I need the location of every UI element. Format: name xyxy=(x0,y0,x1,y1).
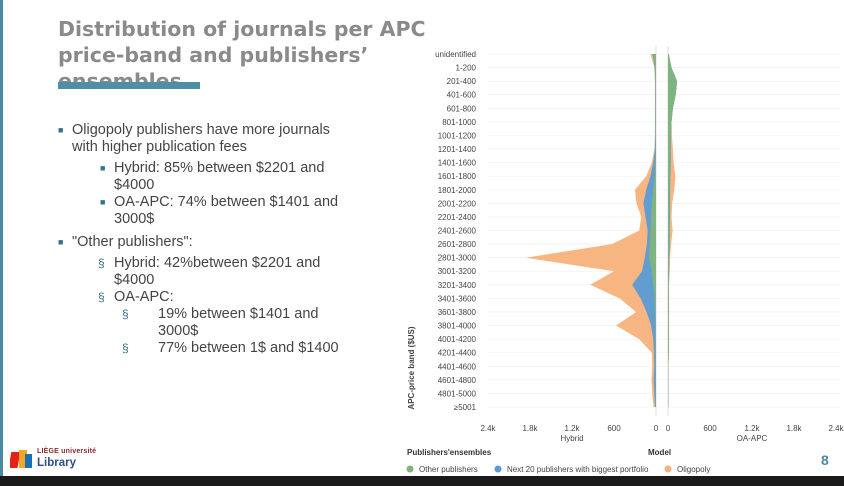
logo-university-text: LIÈGE université xyxy=(37,448,97,455)
legend-label-other: Other publishers xyxy=(419,465,478,474)
legend-label-oligopoly: Oligopoly xyxy=(677,465,710,474)
slide-title: Distribution of journals per APC price-b… xyxy=(58,17,426,93)
hybrid-area-other xyxy=(649,54,656,407)
x-tick-label: 2.4k xyxy=(828,424,844,433)
section-bullet-icon: § xyxy=(122,307,129,321)
legend-marker-oligopoly xyxy=(664,465,672,473)
model-label: Model xyxy=(648,448,671,457)
bullet-subitem: ■ Hybrid: 85% between $2201 and $4000 xyxy=(58,160,358,194)
y-tick-label: 3001-3200 xyxy=(438,267,477,276)
y-axis-label: APC-price band ($US) xyxy=(407,326,416,409)
bullet-subitem: § OA-APC: xyxy=(58,289,358,306)
y-tick-label: 201-400 xyxy=(447,77,477,86)
y-tick-label: 2801-3000 xyxy=(438,254,477,263)
bullet-subitem: § Hybrid: 42%between $2201 and $4000 xyxy=(58,255,358,289)
x-tick-label: 0 xyxy=(654,424,659,433)
logo-library-text: Library xyxy=(37,457,76,469)
bullet-subsubitem: § 77% between 1$ and $1400 xyxy=(58,340,358,357)
y-tick-label: 2001-2200 xyxy=(438,199,477,208)
y-tick-label: 1801-2000 xyxy=(438,186,477,195)
square-bullet-icon: ■ xyxy=(100,163,106,173)
legend-label-next20: Next 20 publishers with biggest portfoli… xyxy=(507,465,649,474)
y-tick-label: 4601-4800 xyxy=(438,376,477,385)
x-tick-label: 1.2k xyxy=(564,424,580,433)
y-tick-label: 1601-1800 xyxy=(438,172,477,181)
oa-area-other xyxy=(668,54,678,407)
bullet-text: OA-APC: xyxy=(114,289,174,305)
y-tick-label: ≥5001 xyxy=(454,403,477,412)
square-bullet-icon: ■ xyxy=(100,197,106,207)
y-tick-label: 3401-3600 xyxy=(438,294,477,303)
y-tick-label: 3201-3400 xyxy=(438,281,477,290)
x-tick-label: 600 xyxy=(703,424,717,433)
hybrid-panel-label: Hybrid xyxy=(560,434,583,443)
y-tick-label: 3801-4000 xyxy=(438,322,477,331)
legend-marker-next20 xyxy=(494,465,502,473)
y-tick-label: 4401-4600 xyxy=(438,362,477,371)
university-logo: LIÈGE université Library xyxy=(10,446,130,474)
bullet-item: ■ Oligopoly publishers have more journal… xyxy=(58,122,358,156)
square-bullet-icon: ■ xyxy=(58,125,64,135)
x-tick-label: 1.2k xyxy=(744,424,760,433)
x-tick-label: 600 xyxy=(607,424,621,433)
bullet-text: 77% between 1$ and $1400 xyxy=(158,340,339,356)
section-bullet-icon: § xyxy=(122,341,129,355)
bullet-text: "Other publishers": xyxy=(72,234,193,250)
bullet-item: ■ "Other publishers": xyxy=(58,234,358,251)
x-tick-label: 0 xyxy=(666,424,671,433)
y-tick-label: 1401-1600 xyxy=(438,159,477,168)
bullet-list: ■ Oligopoly publishers have more journal… xyxy=(58,122,358,357)
bullet-text: Hybrid: 85% between $2201 and $4000 xyxy=(114,160,325,193)
title-underline xyxy=(58,82,200,89)
bullet-text: Oligopoly publishers have more journals … xyxy=(72,122,330,155)
y-tick-label: 4801-5000 xyxy=(438,389,477,398)
y-tick-label: 1201-1400 xyxy=(438,145,477,154)
y-tick-label: 2201-2400 xyxy=(438,213,477,222)
liege-logo-icon xyxy=(10,450,32,468)
square-bullet-icon: ■ xyxy=(58,237,64,247)
accent-bar-left xyxy=(0,0,3,486)
y-tick-label: 4201-4400 xyxy=(438,349,477,358)
legend-marker-other xyxy=(406,465,414,473)
y-tick-label: 1-200 xyxy=(456,64,477,73)
x-tick-label: 2.4k xyxy=(480,424,496,433)
x-tick-label: 1.8k xyxy=(522,424,538,433)
bullet-text: Hybrid: 42%between $2201 and $4000 xyxy=(114,255,321,288)
page-number: 8 xyxy=(821,452,829,468)
legend-title: Publishers'ensembles xyxy=(407,448,492,457)
bullet-text: 19% between $1401 and 3000$ xyxy=(158,306,319,339)
section-bullet-icon: § xyxy=(98,290,105,304)
hybrid-area-next20 xyxy=(632,54,656,407)
y-tick-label: 801-1000 xyxy=(442,118,476,127)
y-tick-label: 3601-3800 xyxy=(438,308,477,317)
x-tick-label: 1.8k xyxy=(786,424,802,433)
bullet-subitem: ■ OA-APC: 74% between $1401 and 3000$ xyxy=(58,194,358,228)
bullet-subsubitem: § 19% between $1401 and 3000$ xyxy=(58,306,358,340)
bullet-text: OA-APC: 74% between $1401 and 3000$ xyxy=(114,194,339,227)
y-tick-label: 2401-2600 xyxy=(438,227,477,236)
chart-canvas: unidentified1-200201-400401-600601-80080… xyxy=(406,46,844,474)
section-bullet-icon: § xyxy=(98,256,105,270)
oa-panel-label: OA-APC xyxy=(737,434,768,443)
y-tick-label: unidentified xyxy=(435,50,476,59)
apc-distribution-chart: unidentified 1-200 201-400 401-600 601-800 80… xyxy=(400,44,844,484)
y-tick-label: 4001-4200 xyxy=(438,335,477,344)
y-tick-label: 1001-1200 xyxy=(438,131,477,140)
bottom-bar xyxy=(0,476,844,486)
y-tick-label: 601-800 xyxy=(447,104,477,113)
y-tick-label: 401-600 xyxy=(447,91,477,100)
y-tick-label: 2601-2800 xyxy=(438,240,477,249)
